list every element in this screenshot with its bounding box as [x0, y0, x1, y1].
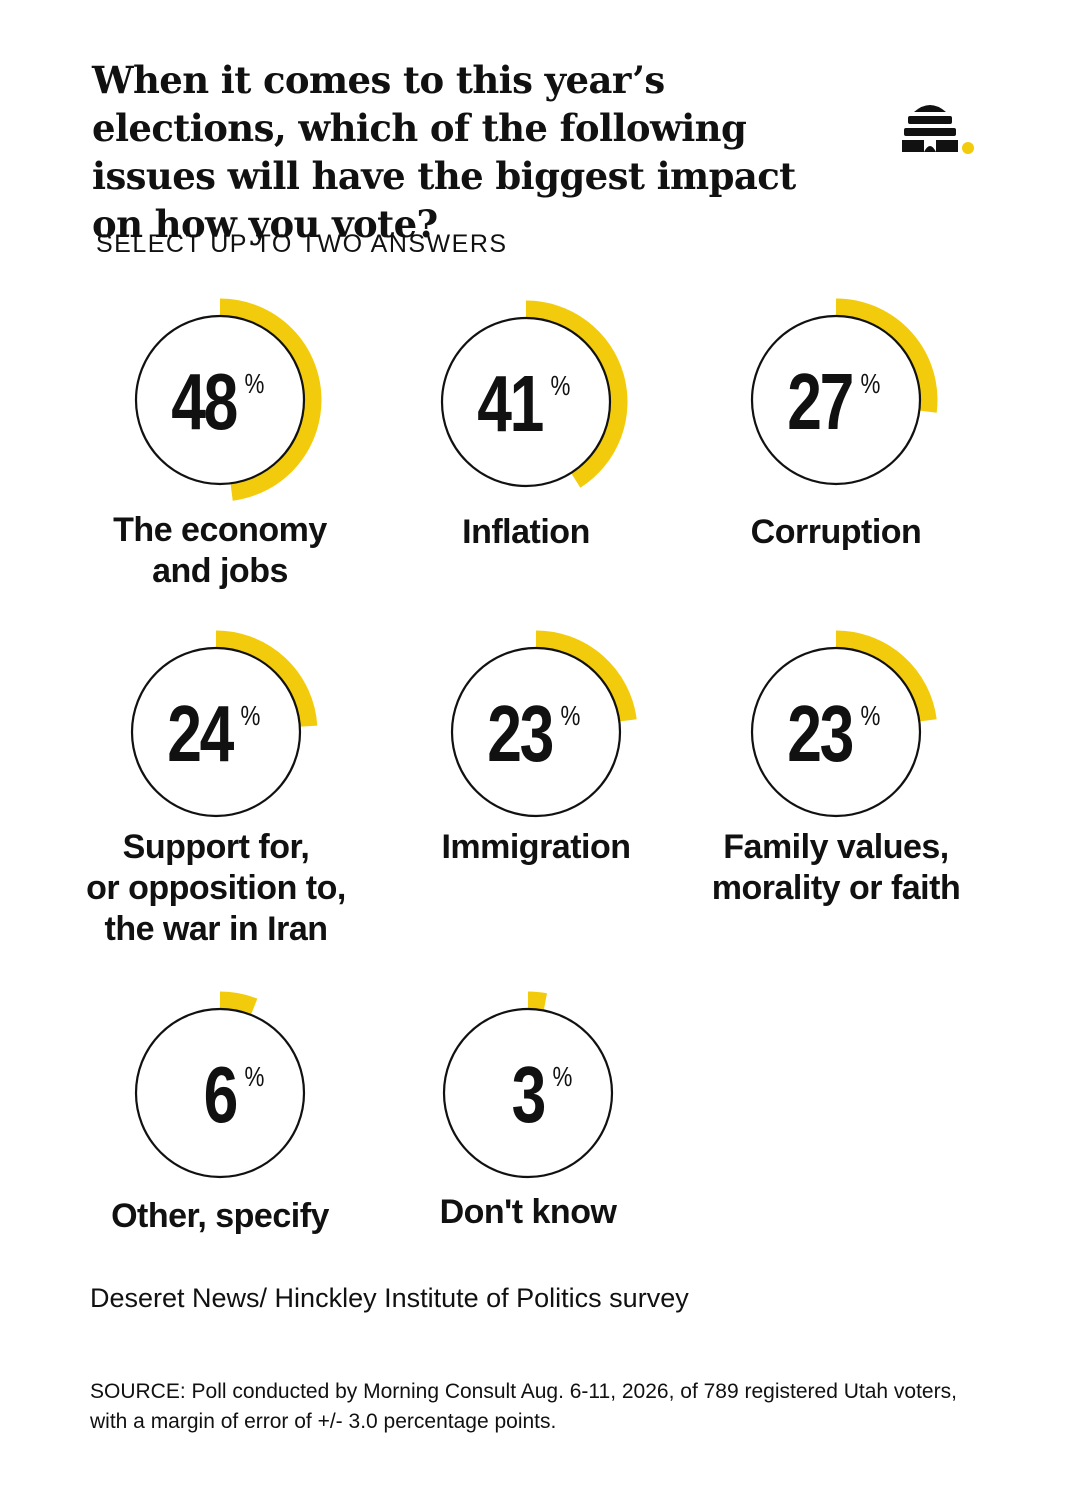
percent-sign: % [244, 368, 265, 399]
outline-ring [440, 316, 612, 488]
percent-value: 41 [477, 359, 544, 448]
value-arc [835, 298, 938, 413]
percent-sign: % [552, 1061, 573, 1092]
value-arc [835, 630, 937, 722]
hive-shape [902, 105, 958, 152]
percent-sign: % [860, 368, 881, 399]
issue-item: 23% Immigration [441, 630, 637, 866]
outline-ring [450, 646, 622, 818]
radial-ring [130, 630, 318, 818]
percent-sign: % [560, 700, 581, 731]
radial-ring [450, 630, 637, 818]
issue-label: Immigration [441, 828, 631, 866]
value-arc [215, 630, 318, 727]
issue-item: 24% Support for, or opposition to, the war … [86, 630, 346, 948]
percent-value: 23 [787, 689, 854, 778]
percent-value: 23 [487, 689, 554, 778]
issue-item: 27% Corruption [750, 298, 938, 551]
radial-ring [750, 630, 937, 818]
percent-sign: % [860, 700, 881, 731]
radial-ring [442, 991, 614, 1179]
issue-label: Support for, or opposition to, the war in … [86, 828, 346, 948]
issue-item: 41% Inflation [440, 300, 628, 551]
issue-label: Family values, morality or faith [711, 828, 961, 907]
percent-sign: % [244, 1061, 265, 1092]
issue-label: The economy and jobs [113, 511, 327, 590]
radial-chart-grid: 48% The economy and jobs 41% Inflation 27% Cor… [86, 298, 961, 1235]
percent-sign: % [550, 370, 571, 401]
issue-item: 23% Family values, morality or faith [711, 630, 961, 907]
outline-ring [750, 646, 922, 818]
outline-ring [130, 646, 302, 818]
outline-ring [442, 1007, 614, 1179]
issue-item: 3% Don't know [439, 991, 617, 1231]
page-title: When it comes to this year’s elections, … [92, 58, 796, 246]
percent-value: 3 [511, 1050, 547, 1139]
issue-label: Other, specify [111, 1197, 329, 1235]
radial-ring [440, 300, 628, 488]
percent-value: 6 [203, 1050, 239, 1139]
issue-label: Corruption [750, 513, 922, 551]
outline-ring [134, 314, 306, 486]
source-note: SOURCE: Poll conducted by Morning Consul… [90, 1380, 957, 1433]
value-arc [535, 630, 637, 722]
value-arc [527, 991, 548, 1012]
issue-item: 6% Other, specify [111, 991, 329, 1235]
percent-value: 24 [167, 689, 234, 778]
radial-ring [134, 298, 322, 501]
percent-value: 48 [171, 357, 238, 446]
percent-sign: % [240, 700, 261, 731]
percent-value: 27 [787, 357, 854, 446]
radial-ring [134, 991, 306, 1179]
issue-item: 48% The economy and jobs [113, 298, 327, 590]
value-arc [219, 991, 258, 1016]
value-arc [219, 298, 322, 501]
radial-ring [750, 298, 938, 486]
instruction-subtitle: SELECT UP TO TWO ANSWERS [96, 230, 508, 258]
source-title: Deseret News/ Hinckley Institute of Poli… [90, 1283, 689, 1313]
logo-dot [962, 142, 974, 154]
issue-label: Don't know [439, 1193, 617, 1231]
beehive-icon [902, 105, 974, 154]
issue-label: Inflation [462, 513, 590, 551]
value-arc [525, 300, 628, 488]
outline-ring [750, 314, 922, 486]
outline-ring [134, 1007, 306, 1179]
